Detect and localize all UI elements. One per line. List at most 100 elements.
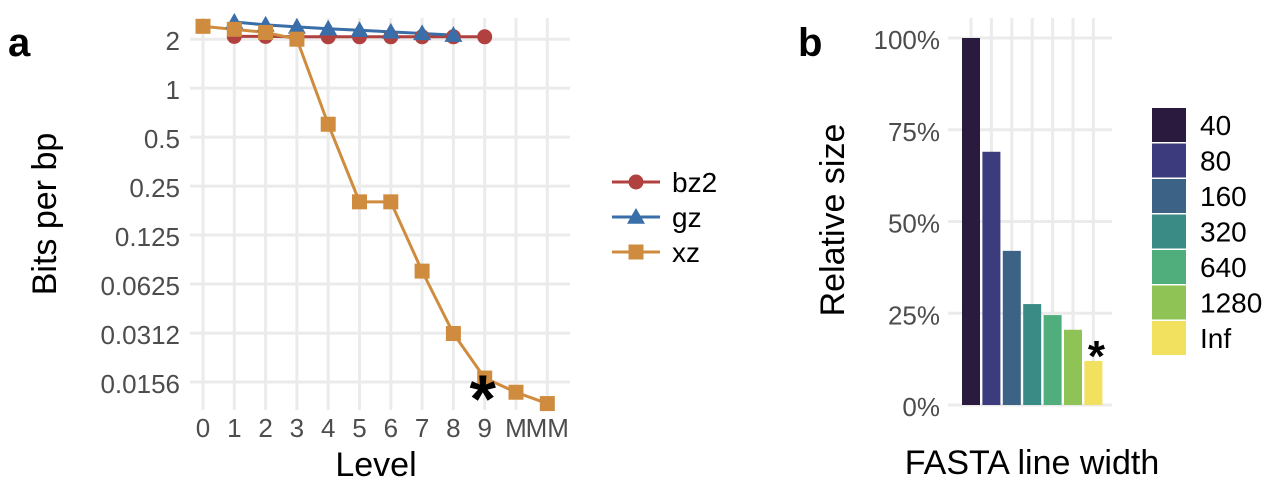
legend-item-320: 320: [1152, 214, 1247, 249]
point-xz: [445, 326, 461, 342]
legend-item-xz: xz: [612, 237, 700, 268]
panel-a-x-tick-label: 2: [258, 413, 272, 443]
bar-Inf: [1084, 360, 1103, 405]
panel-b-y-tick-label: 25%: [888, 300, 940, 330]
legend-item-1280: 1280: [1152, 285, 1262, 320]
bar-80: [982, 151, 1001, 405]
panel-a-x-tick-label: 9: [477, 413, 491, 443]
panel-b-y-tick-label: 75%: [888, 117, 940, 147]
point-xz: [539, 396, 555, 412]
panel-a-y-tick-labels: 2 1 0.5 0.25 0.125 0.0625 0.0312 0.0156: [100, 26, 180, 399]
legend-swatch: [1152, 285, 1186, 320]
panel-a-asterisk-annotation: *: [469, 361, 496, 437]
panel-b-y-tick-labels: 0% 25% 50% 75% 100%: [874, 25, 941, 422]
point-xz: [414, 263, 430, 279]
panel-a-y-tick-label: 2: [166, 26, 180, 56]
legend-swatch: [1152, 250, 1186, 284]
legend-item-Inf: Inf: [1152, 321, 1231, 355]
legend-marker: [627, 208, 645, 224]
point-xz: [195, 18, 211, 34]
legend-label: 40: [1200, 110, 1231, 141]
point-xz: [352, 194, 367, 210]
panel-b-bars: [962, 38, 1103, 405]
panel-b-legend: 40 80 160 320 640 1280 Inf: [1152, 108, 1262, 355]
legend-swatch: [1152, 321, 1186, 355]
legend-swatch: [1152, 214, 1186, 249]
panel-a-x-axis-title: Level: [335, 446, 416, 478]
panel-a-x-tick-label: 0: [196, 413, 210, 443]
panel-b-x-axis-title: FASTA line width: [905, 444, 1160, 478]
bar-320: [1023, 304, 1042, 405]
legend-label: xz: [672, 237, 700, 268]
point-gz: [350, 21, 369, 38]
legend-label: gz: [672, 202, 702, 233]
legend-item-80: 80: [1152, 143, 1231, 178]
panel-b-y-tick-label: 50%: [888, 209, 940, 239]
legend-swatch: [1152, 179, 1186, 213]
panel-a-legend: bz2 gz xz: [612, 167, 717, 268]
panel-a-grid: [190, 18, 570, 410]
point-gz: [413, 24, 432, 41]
legend-item-bz2: bz2: [612, 167, 717, 198]
legend-item-gz: gz: [612, 202, 702, 233]
legend-marker: [628, 174, 644, 190]
panel-b-bar-chart: b 0% 25% 50% 75% 100% * FASTA line width Rel…: [798, 18, 1262, 478]
panel-b-y-tick-label: 100%: [874, 25, 941, 55]
panel-b-y-axis-title: Relative size: [814, 124, 852, 317]
panel-a-y-tick-label: 0.0625: [100, 271, 180, 301]
panel-a-x-tick-label: 3: [290, 413, 304, 443]
panel-a-label: a: [8, 21, 31, 65]
panel-b-y-tick-label: 0%: [902, 392, 940, 422]
panel-a-series-points: [195, 13, 555, 412]
point-gz: [444, 26, 463, 42]
panel-a-x-tick-label: 8: [446, 413, 460, 443]
legend-label: 160: [1200, 181, 1247, 212]
legend-item-160: 160: [1152, 179, 1247, 213]
legend-label: 80: [1200, 146, 1231, 177]
panel-a-y-tick-label: 1: [166, 75, 180, 105]
panel-a-x-tick-labels: 0 1 2 3 4 5 6 7 8 9 MMM: [196, 413, 569, 443]
point-xz: [320, 116, 336, 132]
legend-item-40: 40: [1152, 108, 1231, 142]
panel-a-x-tick-label: 7: [415, 413, 429, 443]
legend-item-640: 640: [1152, 250, 1247, 284]
point-xz: [258, 24, 274, 40]
panel-a-x-tick-label: 4: [321, 413, 335, 443]
panel-a-x-tick-label: 5: [352, 413, 366, 443]
point-gz: [319, 19, 338, 36]
panel-b-label: b: [798, 21, 822, 65]
point-xz: [508, 384, 524, 400]
legend-swatch: [1152, 108, 1186, 142]
legend-label: 1280: [1200, 288, 1262, 319]
legend-swatch: [1152, 143, 1186, 178]
legend-marker: [628, 244, 644, 260]
panel-b-asterisk-annotation: *: [1088, 332, 1106, 381]
legend-label: Inf: [1200, 323, 1231, 354]
point-xz: [383, 194, 399, 210]
panel-a-y-tick-label: 0.0156: [100, 369, 180, 399]
point-gz: [287, 17, 306, 34]
point-xz: [226, 21, 242, 37]
panel-a-y-tick-label: 0.125: [115, 222, 180, 252]
panel-a-x-tick-label: M: [505, 413, 527, 443]
point-bz2: [477, 29, 493, 45]
legend-label: 320: [1200, 217, 1247, 248]
panel-a-y-tick-label: 0.0312: [100, 320, 180, 350]
panel-a-y-tick-label: 0.5: [144, 124, 180, 154]
panel-a-y-tick-label: 0.25: [129, 173, 180, 203]
bar-1280: [1064, 329, 1082, 405]
bar-160: [1002, 250, 1021, 405]
point-xz: [289, 31, 305, 47]
legend-label: 640: [1200, 252, 1247, 283]
legend-label: bz2: [672, 167, 717, 198]
bar-640: [1043, 315, 1062, 405]
panel-a-y-axis-title: Bits per bp: [26, 133, 64, 296]
bar-40: [962, 38, 980, 405]
point-gz: [381, 22, 400, 39]
panel-a-x-tick-label: 1: [227, 413, 241, 443]
panel-a-x-tick-label: MM: [526, 413, 569, 443]
panel-a-plot-area: [190, 18, 570, 410]
panel-a-x-tick-label: 6: [384, 413, 398, 443]
